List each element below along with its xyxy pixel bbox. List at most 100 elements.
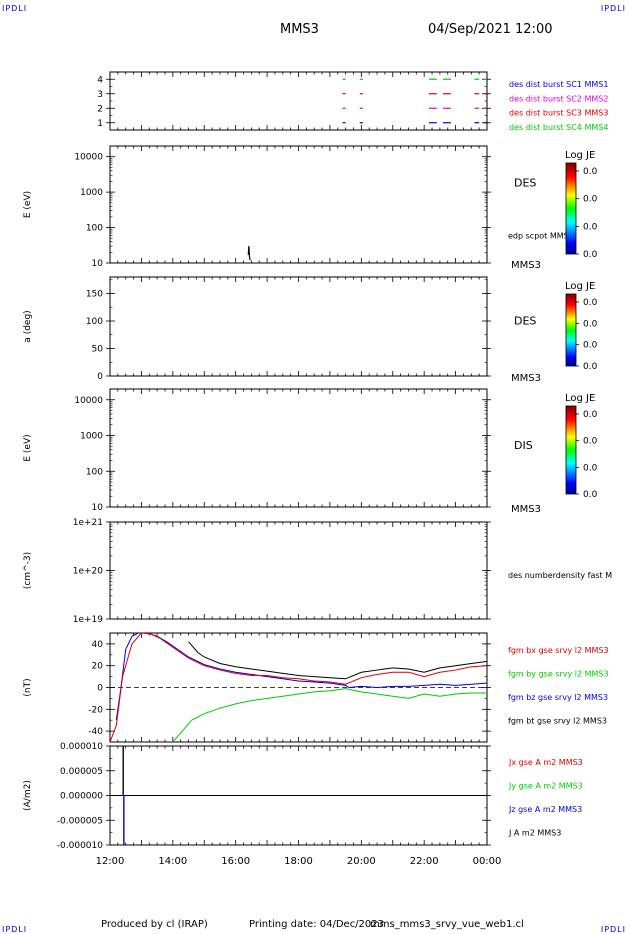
legend-entry: des dist burst SC1 MMS1 (509, 80, 608, 89)
y-tick-label: 10000 (74, 153, 103, 163)
colorbar-title-dis_energy: Log JE (565, 393, 595, 404)
y-tick-label: 1000 (80, 432, 103, 442)
x-tick-label: 16:00 (221, 856, 250, 867)
y-tick-label: 100 (86, 467, 103, 477)
footer-filename: mms_mms3_srvy_vue_web1.cl (370, 919, 524, 930)
y-tick-label: 0 (97, 372, 103, 382)
y-tick-label: 10 (92, 503, 104, 513)
legend-entry: Jx gse A m2 MMS3 (508, 758, 583, 767)
y-tick-label: 2 (97, 104, 103, 114)
y-tick-label: -20 (88, 705, 103, 715)
panel-frame-des_pitch (109, 276, 488, 377)
legend-entry: des dist burst SC3 MMS3 (509, 109, 608, 118)
colorbar-des_pitch (565, 293, 577, 367)
y-axis-label-density: (cm^-3) (23, 552, 33, 589)
y-tick-label: 0.000000 (60, 792, 103, 802)
legend-entry: Jz gse A m2 MMS3 (508, 805, 582, 814)
legend-entry: des numberdensity fast M (508, 571, 612, 580)
corner-logo-bottom-right: IPDLI (600, 925, 626, 934)
panel-frame-density (109, 521, 488, 620)
y-tick-label: 1e+20 (73, 567, 104, 577)
corner-logo-top-left: IPDLI (2, 4, 28, 13)
x-tick-label: 22:00 (410, 856, 439, 867)
y-tick-label: 4 (97, 75, 103, 85)
y-tick-label: 10000 (74, 396, 103, 406)
y-tick-label: 10 (92, 259, 104, 269)
y-tick-label: -40 (88, 727, 103, 737)
colorbar-tick-label: 0.0 (583, 167, 598, 177)
series-line (188, 641, 487, 680)
y-tick-label: 1e+21 (73, 518, 103, 528)
colorbar-des_energy (565, 162, 577, 255)
colorbar-tick-label: 0.0 (583, 437, 598, 447)
y-tick-label: 150 (86, 290, 103, 300)
colorbar-tick-label: 0.0 (583, 362, 598, 372)
y-tick-label: 100 (86, 224, 103, 234)
legend-entry: des dist burst SC2 MMS2 (509, 94, 608, 103)
y-tick-label: 1000 (80, 188, 103, 198)
legend-entry: des dist burst SC4 MMS4 (509, 123, 608, 132)
x-tick-label: 00:00 (473, 856, 502, 867)
y-axis-label-dis_energy: E (eV) (23, 434, 33, 461)
sc-label-des_pitch: MMS3 (511, 373, 541, 384)
series-line (110, 633, 487, 742)
y-tick-label: 0 (97, 684, 103, 694)
y-tick-label: 0.000010 (60, 742, 103, 752)
y-tick-label: -0.000010 (57, 841, 103, 851)
y-tick-label: 20 (92, 662, 104, 672)
footer-printing-date: Printing date: 04/Dec/2023 (249, 919, 385, 930)
y-tick-label: -0.000005 (57, 816, 103, 826)
sc-label-dis_energy: MMS3 (511, 504, 541, 515)
corner-logo-bottom-left: IPDLI (2, 925, 28, 934)
panel-frame-burst (109, 71, 488, 131)
colorbar-title-des_energy: Log JE (565, 150, 595, 161)
colorbar-tick-label: 0.0 (583, 341, 598, 351)
legend-entry: fgm bx gse srvy l2 MMS3 (508, 646, 609, 655)
y-tick-label: 1e+19 (73, 615, 104, 625)
series-line (172, 688, 487, 742)
panel-label-des_pitch: DES (514, 315, 536, 328)
panel-frame-des_energy (109, 145, 488, 264)
sc-label-des_energy: MMS3 (511, 260, 541, 271)
panel-label-des_energy: DES (514, 177, 536, 190)
y-axis-label-bfield: (nT) (23, 678, 33, 696)
y-axis-label-des_energy: E (eV) (23, 191, 33, 218)
footer-produced-by: Produced by cl (IRAP) (101, 919, 208, 930)
y-tick-label: 3 (97, 90, 103, 100)
y-tick-label: 0.000005 (60, 767, 103, 777)
y-tick-label: 100 (86, 317, 103, 327)
legend-entry: J A m2 MMS3 (508, 829, 561, 838)
x-tick-label: 20:00 (347, 856, 376, 867)
colorbar-tick-label: 0.0 (583, 319, 598, 329)
spacecraft-title: MMS3 (280, 22, 319, 37)
colorbar-dis_energy (565, 405, 577, 495)
y-axis-label-des_pitch: a (deg) (23, 310, 33, 342)
colorbar-tick-label: 0.0 (583, 222, 598, 232)
legend-entry: Jy gse A m2 MMS3 (508, 782, 583, 791)
x-tick-label: 18:00 (284, 856, 313, 867)
x-tick-label: 14:00 (158, 856, 187, 867)
datetime-title: 04/Sep/2021 12:00 (428, 22, 553, 37)
legend-entry: fgm by gse srvy l2 MMS3 (508, 670, 609, 679)
legend-entry: fgm bz gse srvy l2 MMS3 (508, 693, 608, 702)
y-tick-label: 40 (92, 640, 104, 650)
colorbar-tick-label: 0.0 (583, 410, 598, 420)
colorbar-tick-label: 0.0 (583, 298, 598, 308)
panel-frame-dis_energy (109, 388, 488, 508)
panel-label-dis_energy: DIS (514, 439, 533, 452)
x-tick-label: 12:00 (96, 856, 125, 867)
scpot-trace (247, 246, 251, 261)
colorbar-tick-label: 0.0 (583, 463, 598, 473)
overlay-label-des_energy: edp scpot MMS3 (508, 232, 574, 241)
series-line (115, 633, 487, 721)
corner-logo-top-right: IPDLI (600, 4, 626, 13)
y-axis-label-current: (A/m2) (23, 780, 33, 811)
colorbar-tick-label: 0.0 (583, 490, 598, 500)
colorbar-tick-label: 0.0 (583, 250, 598, 260)
y-tick-label: 1 (97, 119, 103, 129)
y-tick-label: 50 (92, 345, 104, 355)
colorbar-tick-label: 0.0 (583, 195, 598, 205)
legend-entry: fgm bt gse srvy l2 MMS3 (508, 717, 607, 726)
colorbar-title-des_pitch: Log JE (565, 281, 595, 292)
